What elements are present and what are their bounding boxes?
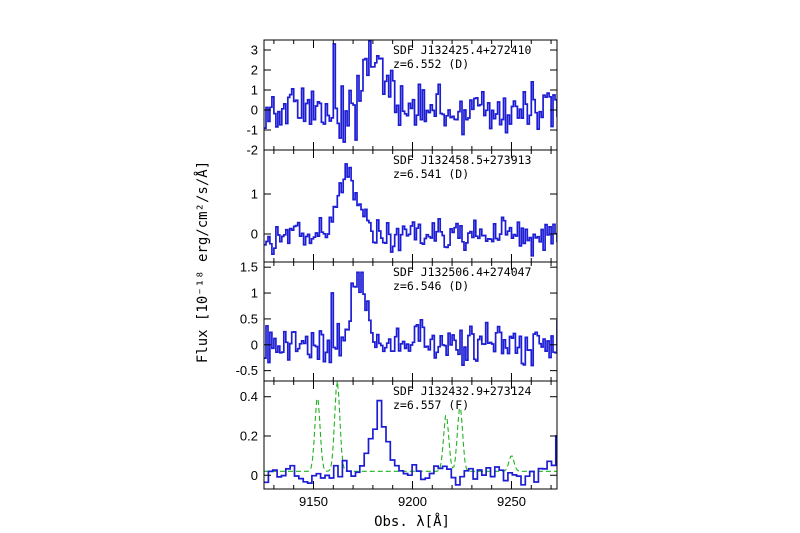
spectrum-line — [264, 271, 557, 367]
y-tick-label: 0.2 — [240, 428, 258, 443]
panel-object-label: SDF J132506.4+274047 — [393, 265, 532, 279]
panel-object-label: SDF J132425.4+272410 — [393, 43, 532, 57]
spectrum-line — [264, 40, 557, 143]
y-tick-label: 0 — [251, 103, 258, 118]
y-tick-label: 0 — [251, 337, 258, 352]
y-tick-label: 0.4 — [240, 389, 258, 404]
y-tick-label: 0 — [251, 227, 258, 242]
y-tick-label: 1 — [251, 83, 258, 98]
y-tick-label: -2 — [246, 143, 258, 158]
panel-frame — [263, 380, 558, 490]
panel-redshift-label: z=6.552 (D) — [393, 57, 469, 71]
panel-redshift-label: z=6.546 (D) — [393, 279, 469, 293]
y-tick-label: -1 — [246, 123, 258, 138]
y-tick-label: 2 — [251, 63, 258, 78]
y-tick-label: 1.5 — [240, 260, 258, 275]
panel-redshift-label: z=6.541 (D) — [393, 167, 469, 181]
x-tick-label: 9200 — [398, 494, 427, 509]
spectrum-line — [264, 163, 557, 257]
x-axis: 9150 9200 9250 — [299, 494, 526, 509]
panel-object-label: SDF J132432.9+273124 — [393, 384, 532, 398]
x-axis-label: Obs. λ[Å] — [374, 513, 450, 530]
y-axis-label: Flux [10⁻¹⁸ erg/cm²/s/Å] — [194, 161, 211, 363]
y-tick-label: 1 — [251, 286, 258, 301]
y-tick-label: 1 — [251, 187, 258, 202]
spectrum-line — [264, 399, 557, 486]
y-tick-label: 0.5 — [240, 311, 258, 326]
sky-spectrum-line — [264, 381, 557, 472]
x-tick-label: 9250 — [497, 494, 526, 509]
y-tick-label: 0 — [251, 468, 258, 483]
y-tick-label: 3 — [251, 43, 258, 58]
y-tick-label: -0.5 — [236, 363, 258, 378]
panel-object-label: SDF J132458.5+273913 — [393, 153, 532, 167]
x-tick-label: 9150 — [299, 494, 328, 509]
panel-redshift-label: z=6.557 (F) — [393, 398, 469, 412]
